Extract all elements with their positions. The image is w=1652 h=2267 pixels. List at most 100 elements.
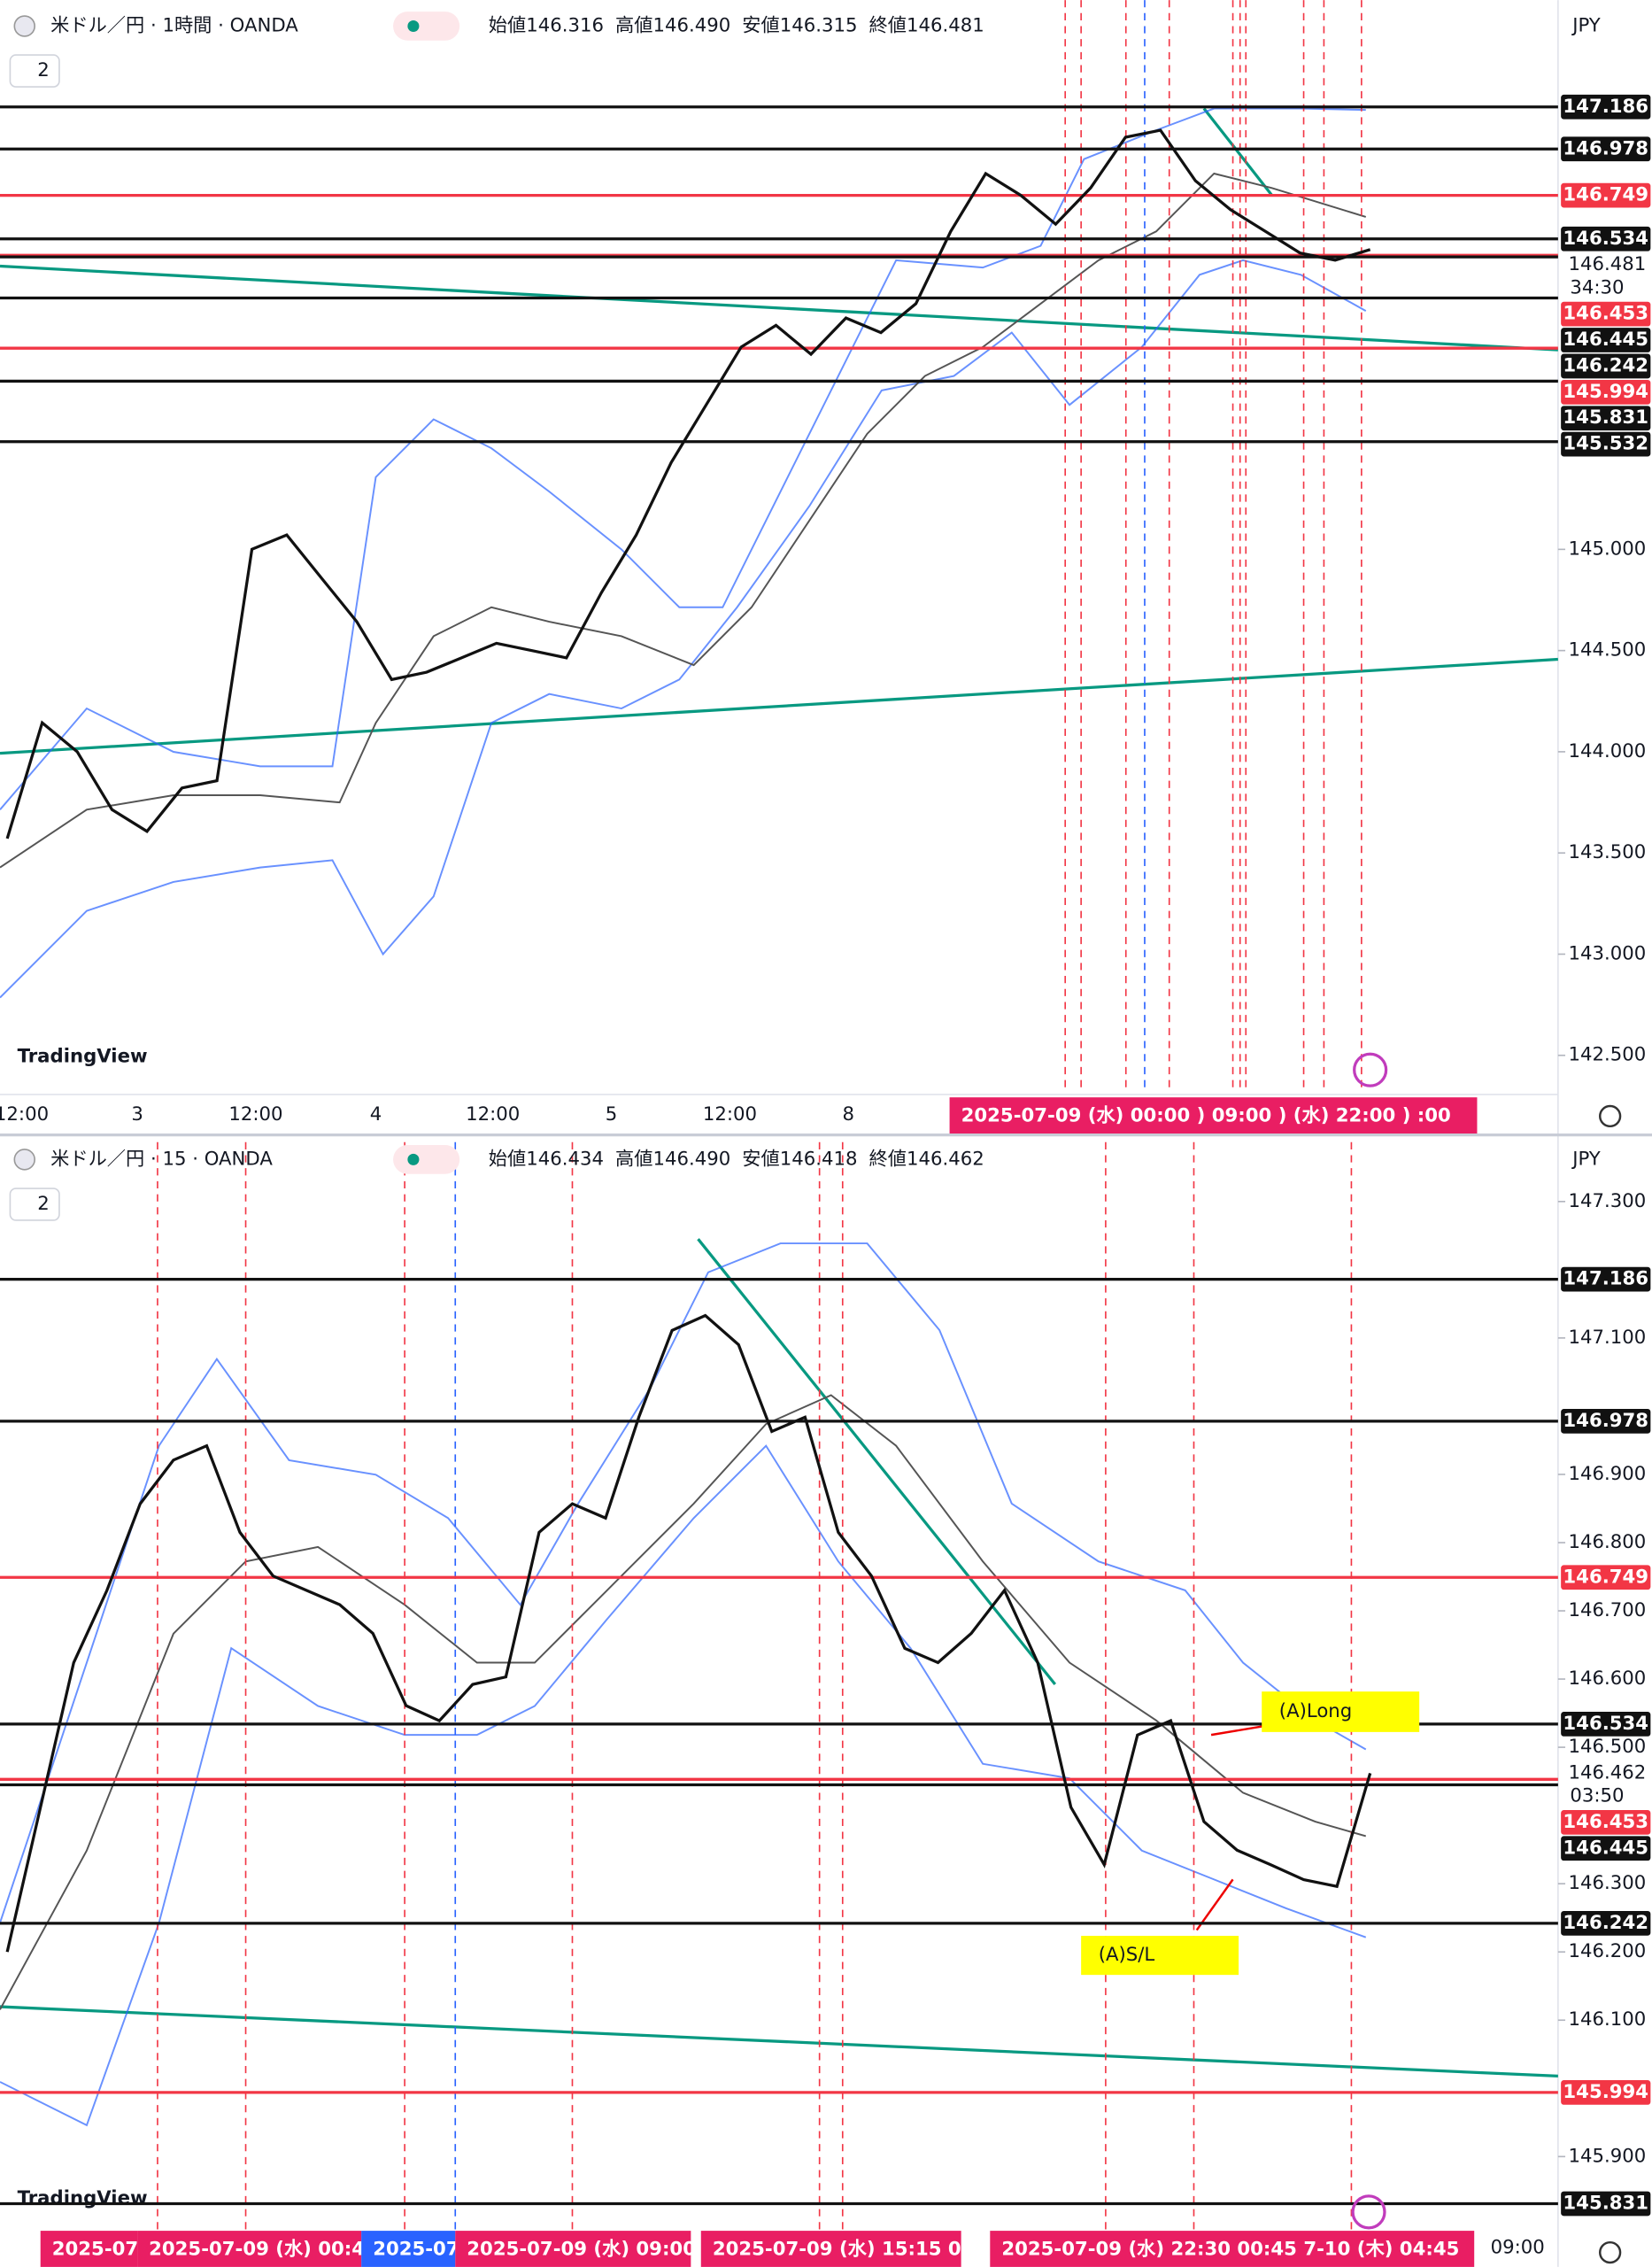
x-tick-label: 4 [370, 1103, 382, 1126]
settings-icon[interactable] [1599, 1104, 1622, 1128]
level-label: 146.445 [1563, 1837, 1648, 1859]
x-tick-label: 5 [606, 1103, 618, 1126]
indicator-count[interactable]: 2 [37, 1193, 50, 1215]
trendline [0, 264, 1558, 352]
status-dot [407, 19, 420, 32]
watermark: TradingView [18, 2187, 148, 2209]
last-price-label: 146.462 [1569, 1761, 1647, 1783]
time-marker-bg [990, 2231, 1475, 2267]
y-tick-label: 146.200 [1569, 1940, 1647, 1962]
status-dot [407, 1153, 420, 1165]
currency-select[interactable]: JPY [1571, 14, 1601, 36]
x-tick-label: 3 [131, 1103, 143, 1126]
x-tick-label: 12:00 [0, 1103, 49, 1126]
level-label: 145.994 [1563, 2081, 1648, 2103]
y-tick-label: 142.500 [1569, 1044, 1647, 1066]
level-label: 146.534 [1563, 1713, 1648, 1735]
level-label: 146.453 [1563, 1811, 1648, 1833]
price-line [5, 1313, 1372, 1953]
level-label-bg [1561, 136, 1651, 162]
y-tick-label: 143.000 [1569, 942, 1647, 964]
time-marker-label: 2025-07-09 (水) 22:30 00:45 7-10 (木) 04:4… [1001, 2238, 1459, 2260]
x-tick-label: 12:00 [466, 1103, 520, 1126]
y-tick-label: 145.000 [1569, 538, 1647, 560]
x-tick-label: 8 [843, 1103, 855, 1126]
time-marker-label: 2025-07-09 (水) 09:00 [467, 2238, 696, 2260]
y-tick-label: 147.300 [1569, 1190, 1647, 1212]
level-label: 146.749 [1563, 1566, 1648, 1588]
level-label-bg [1561, 328, 1651, 352]
y-tick-label: 144.000 [1569, 740, 1647, 762]
level-label-bg [1561, 1836, 1651, 1861]
ohlc-value: 終値146.462 [869, 1148, 984, 1170]
y-tick-label: 146.100 [1569, 2008, 1647, 2031]
price-line [5, 128, 1371, 839]
time-marker-label: 2025-07-09 (水) 15:15 0 [713, 2238, 961, 2260]
countdown: 03:50 [1570, 1784, 1624, 1807]
level-label: 146.534 [1563, 228, 1648, 250]
y-tick-label: 146.600 [1569, 1667, 1647, 1690]
annotation-bg [1262, 1691, 1420, 1732]
symbol-title: 米ドル／円 · 15 · OANDA [50, 1148, 273, 1170]
annotation-arrow [1195, 1878, 1234, 1931]
level-label: 146.445 [1563, 329, 1648, 351]
ohlc-value: 高値146.490 [615, 14, 730, 36]
y-tick-label: 145.900 [1569, 2145, 1647, 2167]
level-label-bg [1561, 353, 1651, 379]
time-marker-label: 2025-07-09 (水) 00:45 [149, 2238, 378, 2260]
level-label-bg [1561, 2080, 1651, 2105]
alert-icon[interactable] [1353, 1052, 1388, 1087]
level-label: 145.994 [1563, 381, 1648, 403]
level-label-bg [1561, 1565, 1651, 1590]
y-tick-label: 144.500 [1569, 639, 1647, 662]
level-label: 146.453 [1563, 303, 1648, 325]
level-label-bg [1561, 2191, 1651, 2217]
last-price-label: 146.481 [1569, 253, 1647, 275]
time-marker-bg [700, 2231, 961, 2267]
trendline [0, 2005, 1558, 2078]
band-line [0, 1444, 1367, 2127]
level-label-bg [1561, 301, 1651, 327]
level-label-bg [1561, 1712, 1651, 1737]
x-tick-label: 12:00 [228, 1103, 282, 1126]
level-label: 145.831 [1563, 2192, 1648, 2214]
trendline [697, 1238, 1057, 1686]
y-tick-label: 146.500 [1569, 1736, 1647, 1758]
time-marker-bg [949, 1097, 1478, 1134]
band-line [0, 259, 1367, 999]
time-marker-label: 2025-07- [52, 2238, 146, 2260]
y-tick-label: 146.700 [1569, 1599, 1647, 1621]
alert-icon[interactable] [1351, 2194, 1386, 2230]
ohlc-value: 始値146.316 [489, 14, 604, 36]
symbol-icon [13, 1149, 35, 1171]
level-label-bg [1561, 1910, 1651, 1936]
ohlc-value: 安値146.315 [742, 14, 857, 36]
x-tick-label: 09:00 [1491, 2237, 1545, 2259]
settings-icon[interactable] [1599, 2240, 1622, 2264]
level-label: 146.978 [1563, 137, 1648, 159]
level-label: 145.532 [1563, 433, 1648, 455]
level-label-bg [1561, 1408, 1651, 1434]
annotation-label: (A)S/L [1099, 1944, 1155, 1966]
indicator-toggle[interactable] [9, 1188, 60, 1221]
y-tick-label: 146.900 [1569, 1463, 1647, 1485]
ohlc-value: 始値146.434 [489, 1148, 604, 1170]
trendline [0, 657, 1558, 755]
currency-select[interactable]: JPY [1571, 1148, 1601, 1170]
band-line [0, 1242, 1367, 1923]
indicator-count[interactable]: 2 [37, 59, 50, 81]
ohlc-value: 高値146.490 [615, 1148, 730, 1170]
annotation-bg [1081, 1936, 1239, 1976]
time-marker-bg [455, 2231, 691, 2267]
time-marker-bg [137, 2231, 362, 2267]
time-marker-label: 2025-07-09 (水) 00:00 ) 09:00 ) (水) 22:00… [961, 1104, 1451, 1126]
y-tick-label: 147.100 [1569, 1327, 1647, 1349]
ohlc-value: 安値146.418 [742, 1148, 857, 1170]
level-label: 147.186 [1563, 1268, 1648, 1290]
level-label: 146.242 [1563, 354, 1648, 376]
countdown: 34:30 [1570, 276, 1624, 298]
indicator-toggle[interactable] [9, 54, 60, 88]
level-label: 146.749 [1563, 184, 1648, 206]
annotation-label: (A)Long [1279, 1700, 1352, 1722]
